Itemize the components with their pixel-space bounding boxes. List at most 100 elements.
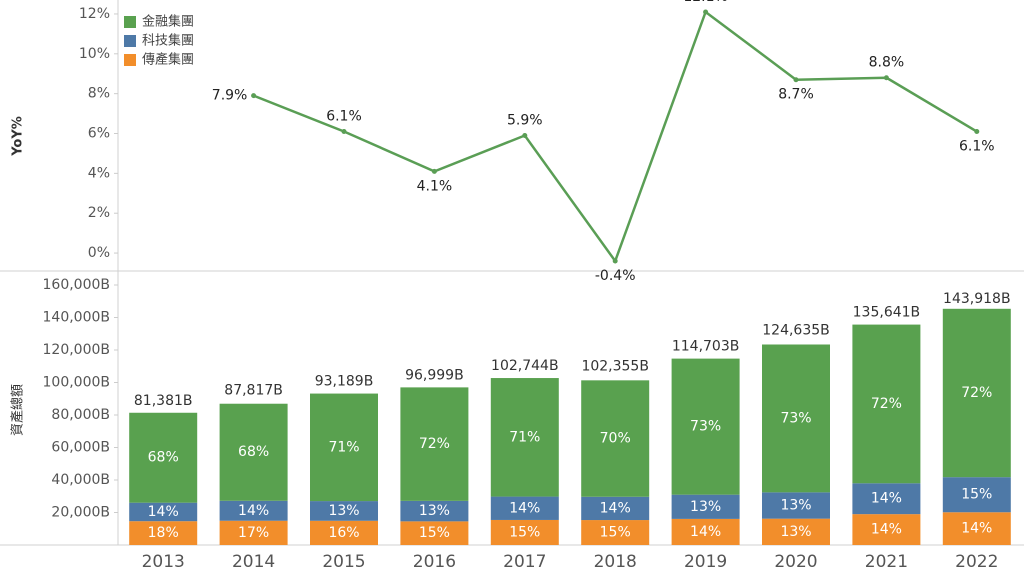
y-tick-label: 40,000B	[51, 472, 110, 488]
segment-label: 15%	[509, 524, 540, 540]
x-tick-label: 2018	[594, 552, 637, 572]
segment-label: 14%	[961, 521, 992, 537]
y-tick-label: 12%	[79, 6, 110, 22]
y-axis-label: YoY%	[11, 116, 26, 157]
bar-segment	[310, 393, 378, 502]
total-label: 96,999B	[405, 367, 464, 383]
y-tick-label: 4%	[88, 165, 110, 181]
x-tick-label: 2013	[142, 552, 185, 572]
segment-label: 68%	[148, 450, 179, 466]
y-tick-label: 140,000B	[43, 310, 111, 326]
segment-label: 14%	[871, 522, 902, 538]
total-label: 124,635B	[762, 322, 830, 338]
point	[341, 129, 347, 135]
segment-label: 72%	[961, 385, 992, 401]
segment-label: 15%	[600, 525, 631, 541]
bar-segment	[581, 380, 650, 497]
segment-label: 15%	[961, 487, 992, 503]
bar-segment	[942, 477, 1011, 513]
data-label: 8.8%	[869, 55, 905, 71]
segment-label: 14%	[600, 500, 631, 516]
point	[974, 129, 980, 135]
data-label: 7.9%	[212, 88, 248, 104]
y-tick-label: 6%	[88, 126, 110, 142]
segment-label: 13%	[328, 503, 359, 519]
data-label: 12.1%	[683, 0, 727, 5]
bar-segment	[581, 496, 650, 521]
segment-label: 17%	[238, 525, 269, 541]
bar-segment	[400, 521, 469, 545]
y-tick-label: 100,000B	[43, 375, 111, 391]
segment-label: 68%	[238, 444, 269, 460]
bar-segment	[671, 518, 740, 545]
y-axis-label: 資產總額	[10, 384, 26, 436]
x-tick-label: 2017	[503, 552, 546, 572]
x-tick-label: 2020	[774, 552, 817, 572]
legend-label: 傳產集團	[142, 52, 194, 68]
legend-label: 金融集團	[142, 14, 194, 30]
total-label: 87,817B	[224, 382, 283, 398]
bar-segment	[671, 494, 740, 519]
point	[793, 77, 799, 83]
x-tick-label: 2021	[865, 552, 908, 572]
line	[253, 9, 978, 264]
bar-segment	[942, 512, 1011, 545]
total-label: 102,744B	[491, 358, 559, 374]
bar-segment	[129, 502, 198, 522]
bar-segment	[310, 520, 378, 545]
segment-label: 72%	[871, 396, 902, 412]
bar-segment	[400, 500, 469, 522]
legend-swatch	[124, 35, 136, 47]
x-tick-label: 2015	[322, 552, 365, 572]
y-tick-label: 8%	[88, 86, 110, 102]
bar-segment	[219, 520, 288, 545]
point	[251, 93, 257, 99]
data-label: 5.9%	[507, 113, 543, 129]
bar-segment	[762, 518, 830, 545]
point	[883, 75, 889, 81]
segment-label: 16%	[328, 525, 359, 541]
total-label: 93,189B	[315, 374, 374, 390]
segment-label: 13%	[419, 503, 450, 519]
segment-label: 14%	[871, 491, 902, 507]
bar-segment	[219, 403, 288, 501]
segment-label: 18%	[148, 525, 179, 541]
segment-label: 13%	[690, 499, 721, 515]
total-label: 81,381B	[134, 393, 193, 409]
x-tick-label: 2022	[955, 552, 998, 572]
data-label: 6.1%	[326, 109, 362, 125]
y-tick-label: 2%	[88, 205, 110, 221]
total-label: 135,641B	[853, 305, 921, 321]
bar-segment	[942, 308, 1011, 478]
x-tick-label: 2014	[232, 552, 275, 572]
segment-label: 13%	[780, 498, 811, 514]
data-label: 6.1%	[959, 139, 995, 155]
point	[522, 133, 528, 139]
segment-label: 70%	[600, 431, 631, 447]
bar-segment	[852, 514, 921, 545]
segment-label: 14%	[238, 503, 269, 519]
y-tick-label: 10%	[79, 46, 110, 62]
bar-segment	[490, 378, 559, 497]
total-label: 114,703B	[672, 339, 740, 355]
segment-label: 72%	[419, 436, 450, 452]
y-tick-label: 20,000B	[51, 505, 110, 521]
bar-segment	[129, 412, 198, 503]
x-tick-label: 2016	[413, 552, 456, 572]
segment-label: 14%	[690, 524, 721, 540]
bar-segment	[762, 344, 830, 493]
point	[612, 258, 618, 264]
bar-segment	[400, 387, 469, 501]
bar-segment	[852, 483, 921, 515]
bar-segment	[762, 492, 830, 519]
segment-label: 13%	[780, 524, 811, 540]
segment-label: 73%	[780, 410, 811, 426]
total-label: 143,918B	[943, 291, 1011, 307]
segment-label: 71%	[328, 439, 359, 455]
bar-segment	[310, 501, 378, 521]
bar-segment	[852, 324, 921, 484]
data-label: 4.1%	[417, 178, 453, 194]
bar-segment	[490, 519, 559, 545]
segment-label: 15%	[419, 525, 450, 541]
